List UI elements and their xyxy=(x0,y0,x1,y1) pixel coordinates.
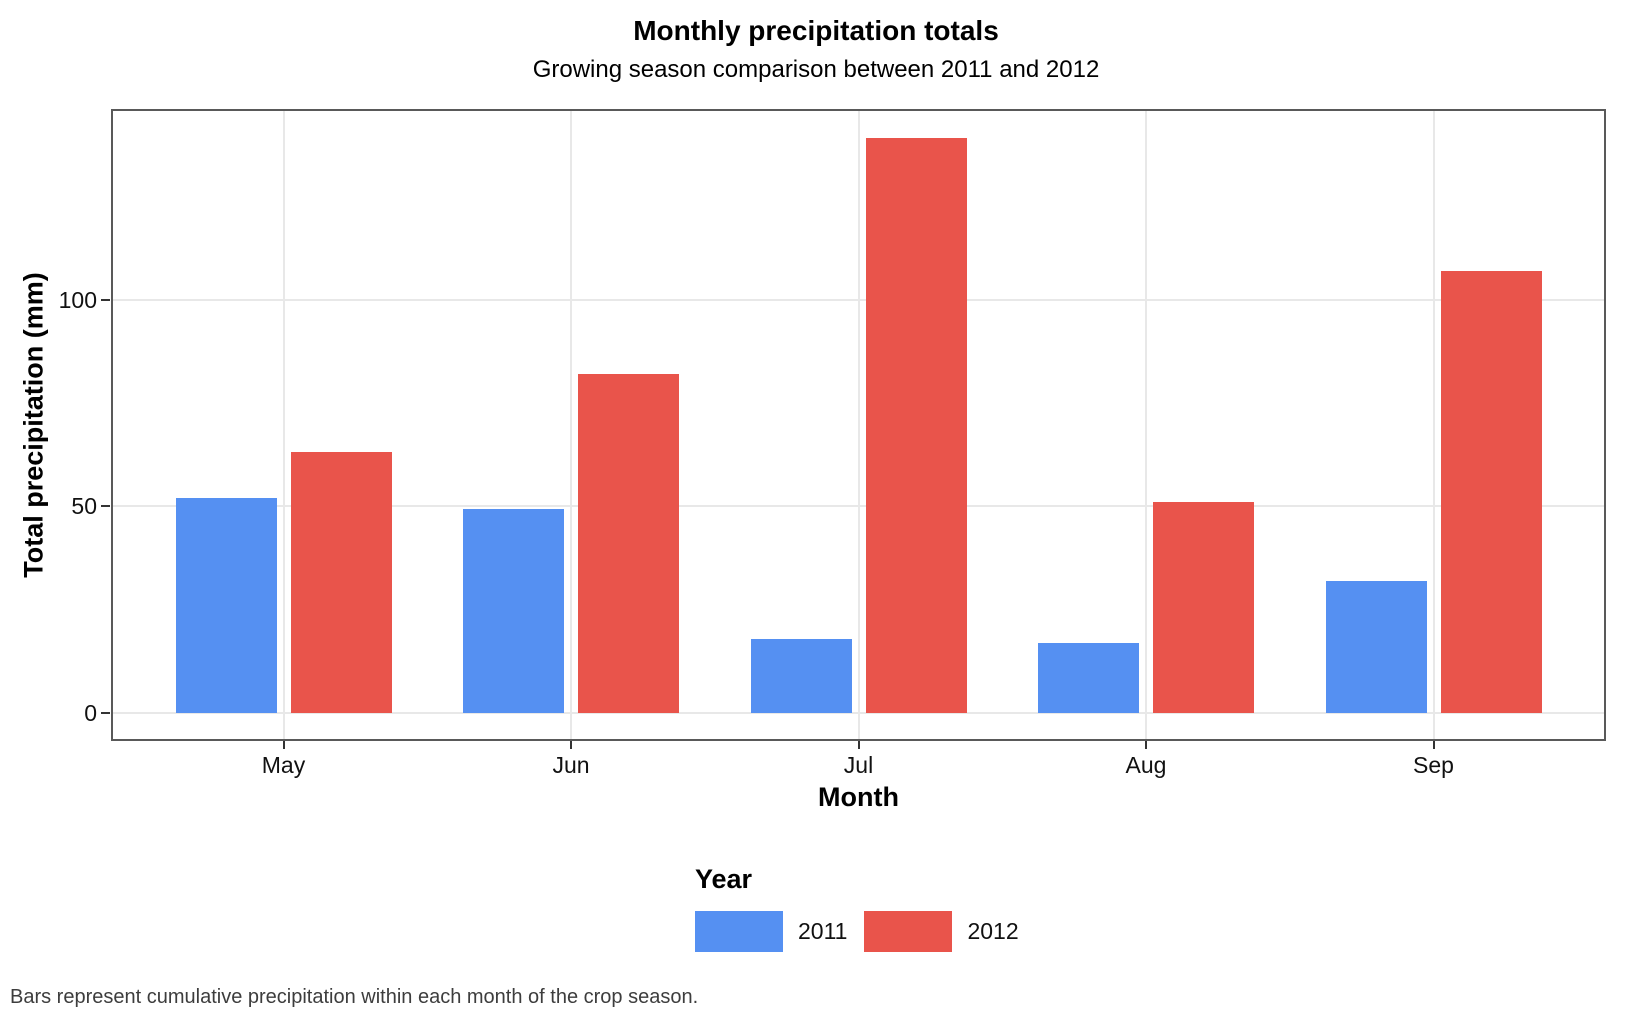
x-tick-label-may: May xyxy=(261,752,306,778)
plot-panel xyxy=(111,109,1606,741)
legend-label-2011: 2011 xyxy=(798,918,848,944)
x-tick-jun xyxy=(570,741,572,749)
y-tick-0 xyxy=(101,712,110,714)
x-tick-label-sep: Sep xyxy=(1413,752,1454,778)
y-tick-label-100: 100 xyxy=(58,286,97,313)
legend-swatch-2012 xyxy=(864,911,953,952)
y-axis-title: Total precipitation (mm) xyxy=(18,272,49,578)
chart-title: Monthly precipitation totals xyxy=(633,15,999,46)
y-tick-50 xyxy=(101,505,110,508)
gridline-x-jun xyxy=(570,109,572,741)
bar-2011-jul xyxy=(750,639,852,713)
legend-keys: 2011 2012 xyxy=(695,911,1036,952)
bar-2012-may xyxy=(290,452,392,713)
bar-2012-aug xyxy=(1153,502,1254,713)
x-tick-label-jul: Jul xyxy=(843,752,874,778)
bar-2012-jun xyxy=(578,374,679,713)
y-tick-100 xyxy=(101,298,110,301)
bar-2011-may xyxy=(175,498,277,713)
x-tick-aug xyxy=(1145,741,1147,749)
y-tick-label-50: 50 xyxy=(71,493,97,520)
gridline-x-sep xyxy=(1432,109,1435,741)
legend-title: Year xyxy=(695,864,753,894)
caption: Bars represent cumulative precipitation … xyxy=(10,986,699,1008)
x-tick-jul xyxy=(857,741,860,749)
bar-2011-sep xyxy=(1325,581,1427,713)
bar-2012-sep xyxy=(1440,271,1542,713)
x-tick-label-jun: Jun xyxy=(552,752,590,778)
bar-2011-aug xyxy=(1038,643,1139,713)
gridline-x-aug xyxy=(1145,109,1147,741)
x-tick-sep xyxy=(1432,741,1435,749)
chart-subtitle: Growing season comparison between 2011 a… xyxy=(532,56,1100,83)
legend-swatch-2011 xyxy=(695,911,783,952)
gridline-x-may xyxy=(282,109,285,741)
legend: Year 2011 2012 xyxy=(695,864,1036,952)
bar-2011-jun xyxy=(463,509,564,713)
x-tick-label-aug: Aug xyxy=(1125,752,1167,778)
y-tick-label-0: 0 xyxy=(84,700,97,726)
gridline-x-jul xyxy=(857,109,860,741)
x-axis-title: Month xyxy=(818,782,899,812)
legend-label-2012: 2012 xyxy=(967,918,1019,944)
x-tick-may xyxy=(282,741,285,749)
bar-2012-jul xyxy=(865,138,967,713)
